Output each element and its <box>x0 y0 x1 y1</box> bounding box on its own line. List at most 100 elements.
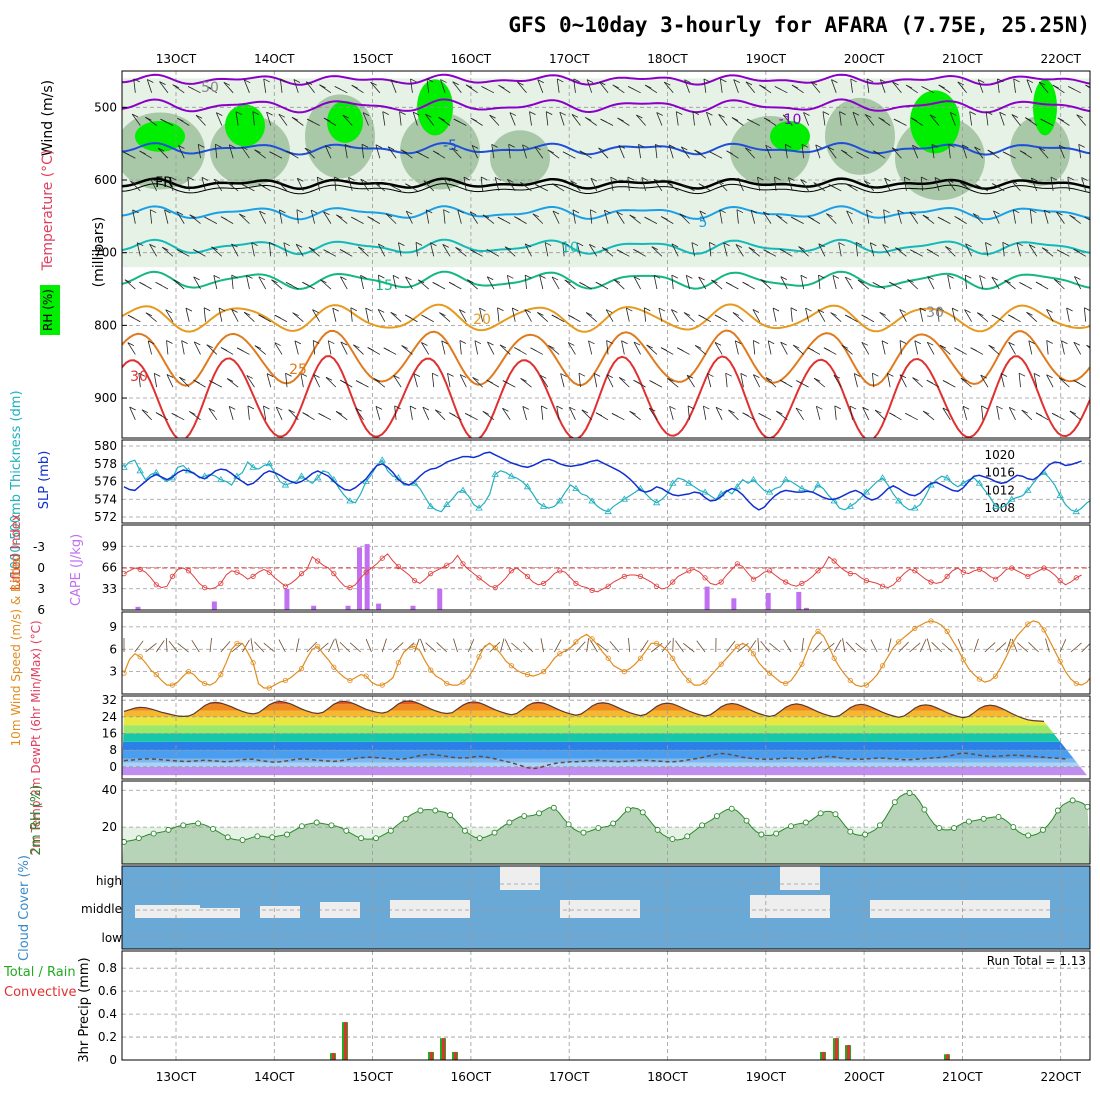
rh-shade-bright <box>225 104 265 147</box>
wind-barb <box>732 312 744 323</box>
wind-barb <box>618 145 625 159</box>
wind-barb-flag <box>1008 314 1015 319</box>
wind-barb-flag <box>336 214 343 219</box>
wind-barb-flag <box>703 405 710 410</box>
thickness-point <box>701 488 709 495</box>
cape-tick: 99 <box>102 539 117 553</box>
wind-barb-flag <box>1041 247 1049 252</box>
wind-barb <box>214 144 218 159</box>
lifted-point <box>928 579 934 585</box>
wind-barb-flag <box>1018 372 1026 377</box>
wind-barb-flag <box>1025 117 1032 121</box>
wind-barb-flag <box>132 209 139 214</box>
wind-barb <box>136 242 141 257</box>
wind-barb-flag <box>548 345 555 349</box>
wind-barb <box>387 146 397 159</box>
wind-barb-flag <box>996 405 1003 410</box>
thickness-point <box>443 500 451 507</box>
wind-barb <box>666 182 679 192</box>
wind-barb-flag <box>865 114 872 118</box>
wind-barb-flag <box>524 309 531 313</box>
wind-barb <box>838 242 842 257</box>
rh-point <box>728 805 735 812</box>
wind-barb <box>1069 214 1081 224</box>
wind-barb <box>601 247 614 257</box>
lifted-point <box>621 573 627 580</box>
wind-barb-flag <box>1069 410 1077 415</box>
wind-barb-flag <box>731 117 739 121</box>
wind-barb-flag <box>332 307 339 312</box>
wind-barb <box>951 307 956 322</box>
wind-barb <box>914 340 919 355</box>
wind-barb-flag <box>442 243 449 248</box>
wind-barb-10m <box>165 637 168 653</box>
wind-barb-flag <box>405 183 412 188</box>
wind-barb <box>641 177 647 192</box>
wind-barb <box>1089 407 1090 410</box>
wind-barb <box>874 409 886 421</box>
rh-point <box>788 823 794 830</box>
rh-point <box>639 809 646 816</box>
wind-barb-flag <box>487 276 494 281</box>
wind-barb-flag <box>878 117 885 121</box>
wind-speed-point <box>944 628 950 634</box>
wind-barb-flag <box>698 314 705 319</box>
wind-barb <box>969 111 973 126</box>
wind-barb-flag <box>776 410 783 415</box>
wind-speed-point <box>783 680 789 687</box>
thickness-point <box>1007 495 1016 502</box>
cape-bar <box>765 593 771 610</box>
lifted-point <box>783 579 789 585</box>
wind-barb-flag <box>334 86 341 90</box>
wind-barb-flag <box>1008 341 1015 346</box>
wind-barb <box>981 405 984 420</box>
wind-barb-flag <box>266 111 273 116</box>
panel-frame <box>121 950 1091 1061</box>
wind-barb-flag <box>735 340 742 345</box>
wind-barb-flag <box>244 79 251 84</box>
wind-barb-10m <box>696 640 706 653</box>
wind-barb <box>247 405 250 420</box>
wind-barb-flag <box>481 86 488 90</box>
wind-barb-flag <box>774 176 781 181</box>
wind-barb <box>699 210 707 224</box>
wind-barb-flag <box>187 86 195 90</box>
wind-barb <box>551 276 560 290</box>
wind-barb-flag <box>181 340 188 345</box>
wind-barb-flag <box>1033 373 1041 377</box>
wind-barb-10m <box>973 638 979 653</box>
wind-speed-point <box>1089 673 1090 676</box>
wind-barb <box>1094 275 1097 289</box>
wind-barb <box>815 406 821 420</box>
wind-barb-flag <box>179 376 186 381</box>
wind-barb <box>638 144 642 159</box>
wind-barb-flag <box>895 247 902 251</box>
wind-barb <box>654 144 658 159</box>
wind-barb-flag <box>934 177 942 181</box>
wind-barb-flag <box>593 373 601 377</box>
wind-barb-10m <box>511 642 523 653</box>
lifted-point <box>847 570 853 577</box>
wind-speed-point <box>411 643 418 649</box>
rh-point <box>491 829 498 836</box>
wind-barb-10m <box>500 638 505 653</box>
wind-barb-flag <box>737 177 744 182</box>
wind-barb <box>883 209 886 224</box>
wind-barb-flag <box>522 405 529 410</box>
rh-point <box>239 837 246 843</box>
wind-barb <box>780 341 788 355</box>
wind-barb <box>573 78 576 93</box>
wind-barb <box>669 406 674 420</box>
wind-barb-flag <box>252 111 260 115</box>
wind-barb-flag <box>361 143 369 148</box>
rh-content <box>122 781 1090 864</box>
wind-barb-flag <box>480 176 488 181</box>
wind-barb <box>308 247 320 257</box>
wind-barb-flag <box>1076 114 1083 119</box>
wind-barb <box>1083 307 1087 322</box>
thickness-point <box>281 481 290 488</box>
wind-barb-flag <box>611 412 619 417</box>
wind-barb-flag <box>514 216 521 220</box>
wind-barb <box>360 179 369 192</box>
